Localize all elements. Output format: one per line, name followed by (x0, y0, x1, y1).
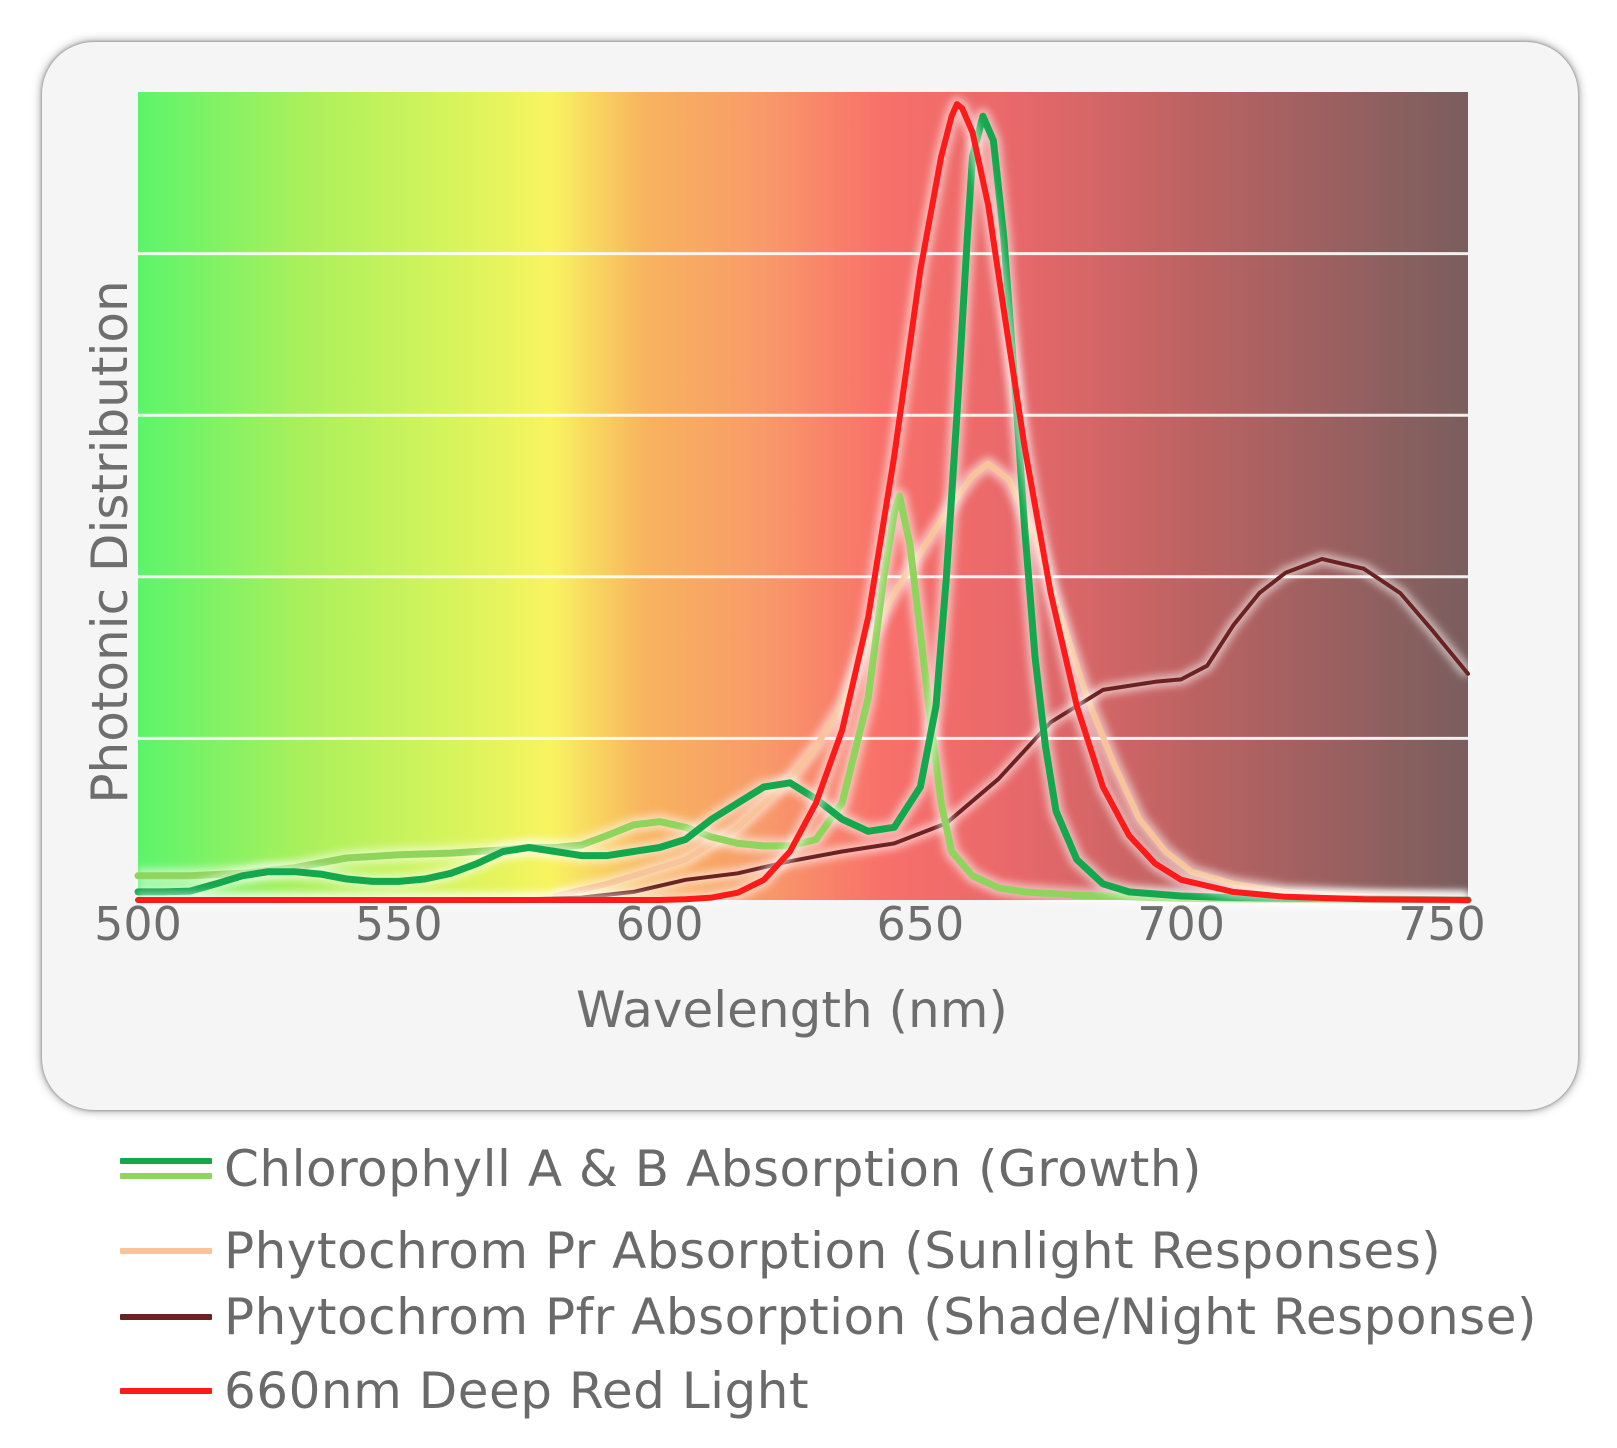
x-tick-label: 700 (1137, 897, 1225, 951)
chart: 500 550 600 650 700 750 Wavelength (nm) Photo… (81, 92, 1486, 1039)
legend-item: Phytochrom Pfr Absorption (Shade/Night R… (120, 1288, 1537, 1346)
series-line-1 (134, 492, 1472, 904)
x-tick-label: 500 (94, 897, 182, 951)
legend-swatch (120, 1149, 212, 1189)
x-axis-title: Wavelength (nm) (576, 981, 1008, 1039)
legend-swatch-bar (120, 1173, 212, 1179)
plot-area (138, 92, 1468, 900)
series-line-0 (134, 112, 1472, 904)
legend-label: 660nm Deep Red Light (224, 1362, 810, 1420)
legend-label: Phytochrom Pr Absorption (Sunlight Respo… (224, 1222, 1442, 1280)
legend-swatch-bar (120, 1388, 212, 1394)
legend-item: Chlorophyll A & B Absorption (Growth) (120, 1140, 1202, 1198)
legend-swatch (120, 1371, 212, 1411)
legend-swatch-bar (120, 1314, 212, 1320)
legend-item: Phytochrom Pr Absorption (Sunlight Respo… (120, 1222, 1441, 1280)
x-tick-label: 550 (355, 897, 443, 951)
legend-swatch (120, 1231, 212, 1271)
legend-item: 660nm Deep Red Light (120, 1362, 809, 1420)
chart-card: 500 550 600 650 700 750 Wavelength (nm) Photo… (42, 42, 1578, 1110)
x-tick-label: 750 (1398, 897, 1486, 951)
series-layer (134, 97, 1473, 908)
x-tick-labels: 500 550 600 650 700 750 (94, 897, 1486, 951)
legend-swatch-bar (120, 1248, 212, 1254)
y-axis-title: Photonic Distribution (81, 280, 139, 803)
x-tick-label: 600 (616, 897, 704, 951)
gridlines (138, 252, 1468, 740)
legend-swatch-bar (120, 1158, 212, 1164)
x-tick-label: 650 (876, 897, 964, 951)
legend-label: Chlorophyll A & B Absorption (Growth) (224, 1140, 1203, 1198)
series-line-4 (135, 101, 1471, 903)
legend-label: Phytochrom Pfr Absorption (Shade/Night R… (224, 1288, 1537, 1346)
legend-swatch (120, 1297, 212, 1337)
